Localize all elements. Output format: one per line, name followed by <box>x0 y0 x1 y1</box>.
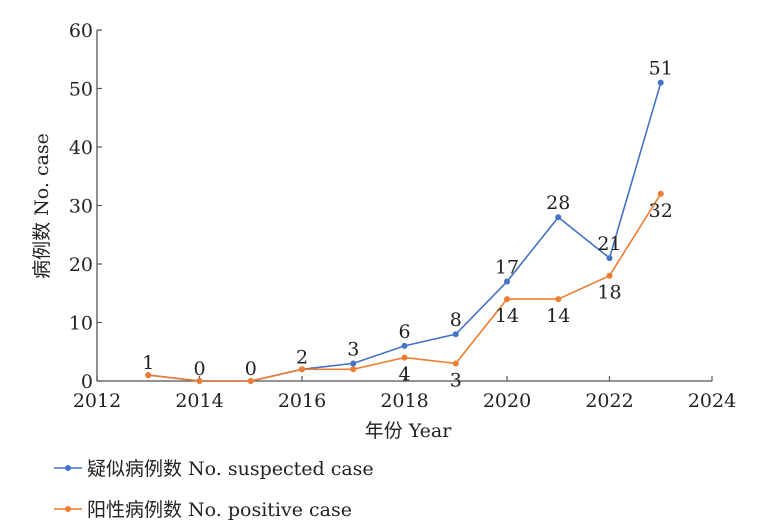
data-point <box>401 342 408 349</box>
y-tick-label: 10 <box>69 313 93 335</box>
legend-swatch-marker <box>65 506 71 512</box>
data-label: 21 <box>597 233 621 255</box>
legend-swatch-marker <box>65 465 71 471</box>
data-point <box>452 360 459 367</box>
data-label: 51 <box>649 58 673 80</box>
data-point <box>350 360 357 367</box>
data-point <box>606 255 613 262</box>
y-tick-label: 40 <box>69 137 93 159</box>
x-tick-label: 2018 <box>380 390 428 412</box>
data-point <box>299 366 305 373</box>
x-tick-label: 2022 <box>585 390 633 412</box>
x-tick-label: 2012 <box>73 390 121 412</box>
data-labels: 3 6 8 17 28 21 51 1 0 0 2 4 3 14 14 18 32 <box>142 58 673 392</box>
data-label: 2 <box>296 346 308 368</box>
data-label: 3 <box>450 369 462 391</box>
data-label: 3 <box>347 338 359 360</box>
data-point <box>555 296 562 303</box>
data-point <box>452 331 459 338</box>
legend: 疑似病例数 No. suspected case 阳性病例数 No. positi… <box>54 458 374 521</box>
data-point <box>350 366 357 373</box>
data-label: 18 <box>597 282 621 304</box>
data-point <box>657 190 664 197</box>
x-tick-label: 2016 <box>278 390 326 412</box>
data-point <box>401 354 408 361</box>
y-tick-label: 60 <box>69 20 93 42</box>
y-tick-label: 20 <box>69 254 93 276</box>
data-label: 32 <box>649 200 673 222</box>
x-tick-label: 2024 <box>688 390 736 412</box>
data-point <box>606 272 613 279</box>
data-label: 14 <box>546 305 570 327</box>
series-lines <box>145 79 664 384</box>
data-label: 1 <box>142 352 154 374</box>
data-point <box>145 372 152 379</box>
y-axis-title: 病例数 No. case <box>31 133 53 279</box>
data-label: 17 <box>495 257 519 279</box>
legend-item-label: 疑似病例数 No. suspected case <box>87 458 374 480</box>
y-tick-label: 30 <box>69 196 93 218</box>
x-tick-label: 2014 <box>175 390 223 412</box>
x-tick-label: 2020 <box>483 390 531 412</box>
data-label: 14 <box>495 305 519 327</box>
data-point <box>247 378 254 384</box>
data-point <box>504 296 510 303</box>
data-label: 6 <box>398 321 410 343</box>
data-point <box>555 214 562 221</box>
data-label: 4 <box>398 364 410 386</box>
data-point <box>657 79 664 86</box>
legend-item-label: 阳性病例数 No. positive case <box>87 499 352 521</box>
data-label: 0 <box>193 358 205 380</box>
series-line-positive <box>148 193 662 382</box>
data-label: 28 <box>546 192 570 214</box>
y-tick-label: 0 <box>81 371 93 393</box>
data-point <box>504 278 510 285</box>
data-label: 8 <box>450 309 462 331</box>
y-tick-label: 50 <box>69 79 93 101</box>
data-label: 0 <box>245 358 257 380</box>
x-axis-title: 年份 Year <box>365 420 453 442</box>
data-point <box>196 378 203 384</box>
